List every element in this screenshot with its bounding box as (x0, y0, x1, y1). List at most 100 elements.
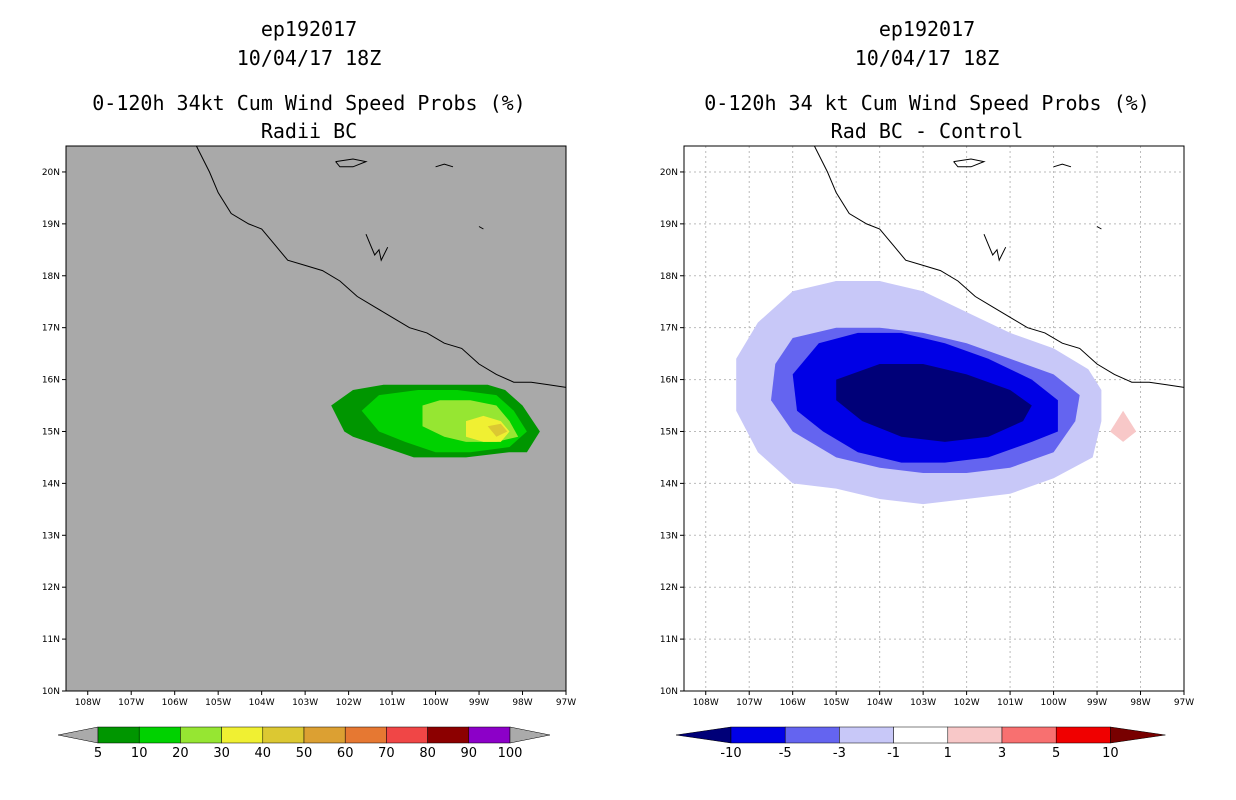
y-tick-label: 11N (660, 635, 678, 645)
colorbar-segment (784, 726, 840, 744)
contour-level-1 (1110, 410, 1137, 442)
probability-contours (331, 384, 540, 458)
y-tick-label: 14N (42, 479, 60, 489)
y-tick-label: 20N (42, 168, 60, 178)
y-tick-label: 10N (42, 687, 60, 697)
radii-bc-panel: ep192017 10/04/17 18Z 0-120h 34kt Cum Wi… (42, 17, 576, 761)
x-tick-label: 99W (1087, 698, 1107, 708)
colorbar-segment (1001, 726, 1057, 744)
x-tick-label: 102W (954, 698, 980, 708)
y-tick-label: 10N (660, 687, 678, 697)
colorbar-segment (947, 726, 1003, 744)
colorbar-segment (303, 726, 346, 744)
storm-id-label: ep192017 (261, 17, 357, 41)
x-tick-label: 100W (1041, 698, 1067, 708)
coastline-segment (1096, 226, 1102, 230)
x-tick-label: 105W (205, 698, 231, 708)
chart-subtitle: Radii BC (261, 119, 357, 143)
colorbar-segment (1055, 726, 1111, 744)
colorbar-segment (839, 726, 894, 744)
colorbar-segment (730, 726, 786, 744)
colorbar-label: 50 (296, 746, 313, 761)
y-tick-label: 14N (660, 479, 678, 489)
x-tick-label: 103W (292, 698, 318, 708)
date-label: 10/04/17 18Z (855, 46, 1000, 70)
colorbar-label: 10 (1102, 746, 1119, 761)
colorbar-left-triangle (675, 726, 732, 744)
axis-ticks: 108W 107W 106W 105W 104W 103W 102W 101W 100W 99W 9… (42, 168, 576, 708)
y-tick-label: 11N (42, 635, 60, 645)
x-tick-label: 106W (162, 698, 188, 708)
coastline (195, 145, 567, 388)
colorbar-segment (893, 726, 949, 744)
coastline-segment (335, 158, 368, 168)
colorbar: 5 10 20 30 40 50 60 70 80 90 100 (57, 726, 551, 761)
colorbar-label: 10 (131, 746, 148, 761)
axis-ticks: 108W 107W 106W 105W 104W 103W 102W 101W 100W 99W 9… (660, 168, 1194, 708)
coastline-segment (365, 234, 389, 262)
colorbar-left-triangle (57, 726, 99, 744)
colorbar-label: -3 (833, 746, 846, 761)
colorbar-segment (468, 726, 511, 744)
colorbar-segment (97, 726, 140, 744)
rad-bc-control-panel: ep192017 10/04/17 18Z 0-120h 34 kt Cum W… (660, 17, 1194, 761)
contour-level-40 (487, 423, 508, 437)
x-tick-label: 104W (867, 698, 893, 708)
coastline-segment (195, 145, 567, 388)
colorbar-segment (138, 726, 181, 744)
x-tick-label: 108W (75, 698, 101, 708)
colorbar-label: 1 (944, 746, 952, 761)
colorbar-label: 40 (255, 746, 272, 761)
colorbar-segment (221, 726, 264, 744)
colorbar-right-triangle (1110, 726, 1166, 744)
difference-contours (736, 281, 1137, 505)
x-tick-label: 98W (1130, 698, 1150, 708)
colorbar-segment (262, 726, 305, 744)
x-tick-label: 98W (512, 698, 532, 708)
colorbar-label: -5 (779, 746, 792, 761)
coastline-segment (953, 158, 986, 168)
colorbar-label: -1 (887, 746, 900, 761)
coastline-segment (435, 163, 454, 168)
y-tick-label: 13N (660, 531, 678, 541)
colorbar-right-triangle (509, 726, 551, 744)
x-tick-label: 104W (249, 698, 275, 708)
coastline (813, 145, 1185, 388)
storm-id-label: ep192017 (879, 17, 975, 41)
chart-title: 0-120h 34 kt Cum Wind Speed Probs (%) (704, 91, 1150, 115)
chart-title: 0-120h 34kt Cum Wind Speed Probs (%) (92, 91, 525, 115)
x-tick-label: 101W (379, 698, 405, 708)
x-tick-label: 108W (693, 698, 719, 708)
colorbar-label: 5 (94, 746, 102, 761)
map-frame (683, 145, 1185, 692)
x-tick-label: 99W (469, 698, 489, 708)
x-tick-label: 97W (1174, 698, 1194, 708)
colorbar-label: 100 (498, 746, 523, 761)
coastline-segment (983, 234, 1007, 262)
coastline-segment (478, 226, 484, 230)
colorbar-label: 90 (461, 746, 478, 761)
date-label: 10/04/17 18Z (237, 46, 382, 70)
y-tick-label: 16N (660, 376, 678, 386)
x-tick-label: 107W (118, 698, 144, 708)
y-tick-label: 20N (660, 168, 678, 178)
x-tick-label: 100W (423, 698, 449, 708)
colorbar-label: 70 (378, 746, 395, 761)
y-tick-label: 16N (42, 376, 60, 386)
colorbar-label: 30 (213, 746, 230, 761)
y-tick-label: 17N (660, 324, 678, 334)
colorbar-label: 5 (1052, 746, 1060, 761)
colorbar-segment (180, 726, 222, 744)
x-tick-label: 106W (780, 698, 806, 708)
y-tick-label: 13N (42, 531, 60, 541)
colorbar: -10 -5 -3 -1 1 3 5 10 (675, 726, 1166, 761)
colorbar-segment (344, 726, 387, 744)
colorbar-label: 3 (998, 746, 1006, 761)
y-tick-label: 18N (42, 272, 60, 282)
colorbar-label: 80 (419, 746, 436, 761)
y-tick-label: 15N (42, 427, 60, 437)
contour-level-neg10 (836, 364, 1032, 442)
y-tick-label: 19N (42, 220, 60, 230)
y-tick-label: 12N (660, 583, 678, 593)
